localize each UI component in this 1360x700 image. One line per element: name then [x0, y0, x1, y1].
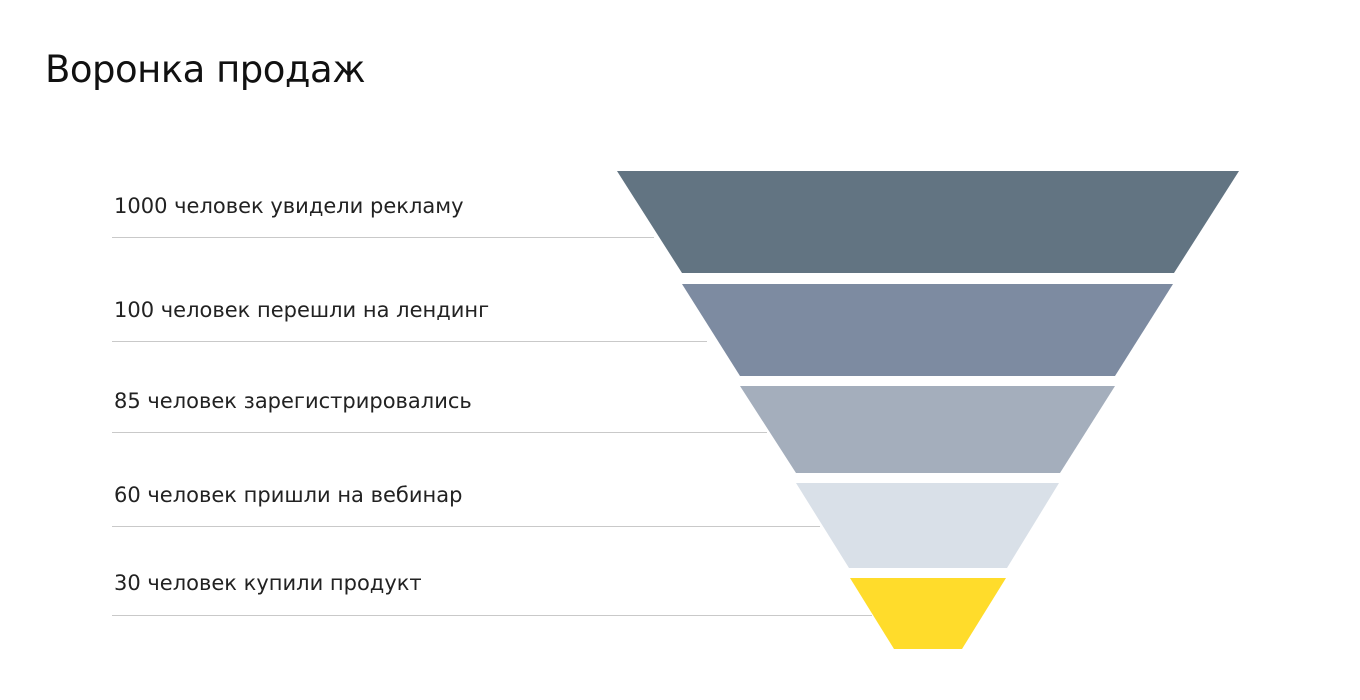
stage-divider-1 — [112, 237, 654, 238]
stage-divider-5 — [112, 615, 872, 616]
funnel-segment-4 — [796, 483, 1059, 568]
funnel-segment-3 — [740, 386, 1115, 473]
funnel-segment-2 — [682, 284, 1173, 376]
stage-label-5: 30 человек купили продукт — [114, 571, 422, 595]
stage-label-4: 60 человек пришли на вебинар — [114, 483, 463, 507]
stage-label-3: 85 человек зарегистрировались — [114, 389, 472, 413]
stage-label-2: 100 человек перешли на лендинг — [114, 298, 490, 322]
funnel-segment-5 — [850, 578, 1006, 649]
page-title: Воронка продаж — [45, 48, 366, 91]
funnel-segment-1 — [617, 171, 1239, 273]
stage-divider-3 — [112, 432, 767, 433]
stage-divider-4 — [112, 526, 820, 527]
stage-divider-2 — [112, 341, 707, 342]
stage-label-1: 1000 человек увидели рекламу — [114, 194, 464, 218]
